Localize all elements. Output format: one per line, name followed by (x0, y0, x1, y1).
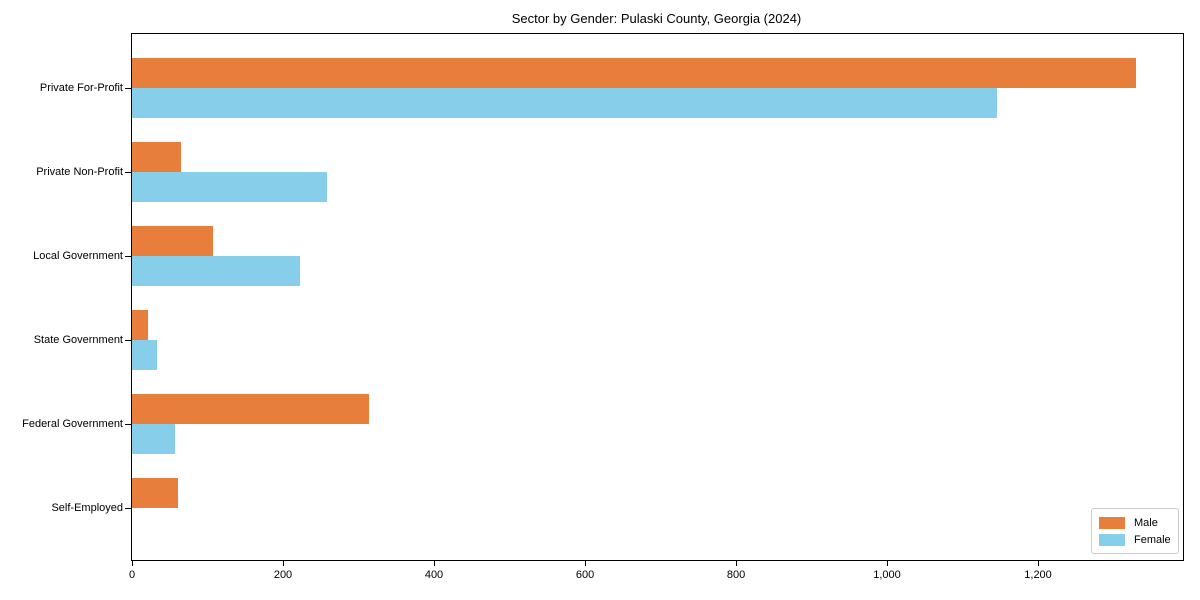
bar-male-self-employed (132, 478, 179, 508)
legend-swatch-male (1099, 516, 1125, 529)
legend-swatch-female (1099, 533, 1125, 546)
y-tick-label-federal-government: Federal Government (22, 418, 123, 430)
y-tick-label-private-non-profit: Private Non-Profit (36, 166, 123, 178)
chart-title: Sector by Gender: Pulaski County, Georgi… (511, 11, 802, 26)
y-tick-mark (125, 255, 131, 257)
y-tick-mark (125, 87, 131, 89)
bar-male-private-for-profit (132, 58, 1137, 88)
bar-female-local-government (132, 256, 300, 286)
bar-male-federal-government (132, 394, 370, 424)
bar-female-private-for-profit (132, 88, 997, 118)
x-tick-label-400: 400 (424, 569, 444, 581)
bar-female-state-government (132, 340, 157, 370)
x-tick-label-1-000: 1,000 (873, 569, 901, 581)
x-tick-mark (886, 561, 888, 566)
x-tick-mark (735, 561, 737, 566)
y-tick-label-private-for-profit: Private For-Profit (39, 82, 123, 94)
legend-item-male: Male (1099, 514, 1171, 531)
legend: Male Female (1091, 508, 1179, 554)
y-tick-mark (125, 171, 131, 173)
bar-female-federal-government (132, 424, 176, 454)
x-tick-label-1-200: 1,200 (1024, 569, 1052, 581)
legend-label-male: Male (1134, 516, 1158, 529)
bar-male-private-non-profit (132, 142, 182, 172)
y-tick-mark (125, 339, 131, 341)
x-tick-label-0: 0 (128, 569, 136, 581)
bar-female-private-non-profit (132, 172, 327, 202)
legend-item-female: Female (1099, 531, 1171, 548)
y-tick-label-self-employed: Self-Employed (51, 502, 123, 514)
y-tick-mark (125, 507, 131, 509)
y-tick-mark (125, 423, 131, 425)
x-tick-mark (131, 561, 133, 566)
x-tick-label-800: 800 (726, 569, 746, 581)
x-tick-mark (282, 561, 284, 566)
bar-male-local-government (132, 226, 213, 256)
x-tick-mark (584, 561, 586, 566)
x-tick-mark (433, 561, 435, 566)
x-tick-label-600: 600 (575, 569, 595, 581)
x-tick-mark (1037, 561, 1039, 566)
x-tick-label-200: 200 (273, 569, 293, 581)
y-tick-label-state-government: State Government (33, 334, 123, 346)
plot-area: Male Female Private For-Profit Private Non… (22, 33, 1184, 581)
bar-male-state-government (132, 310, 148, 340)
y-tick-label-local-government: Local Government (33, 250, 123, 262)
legend-label-female: Female (1134, 533, 1171, 546)
